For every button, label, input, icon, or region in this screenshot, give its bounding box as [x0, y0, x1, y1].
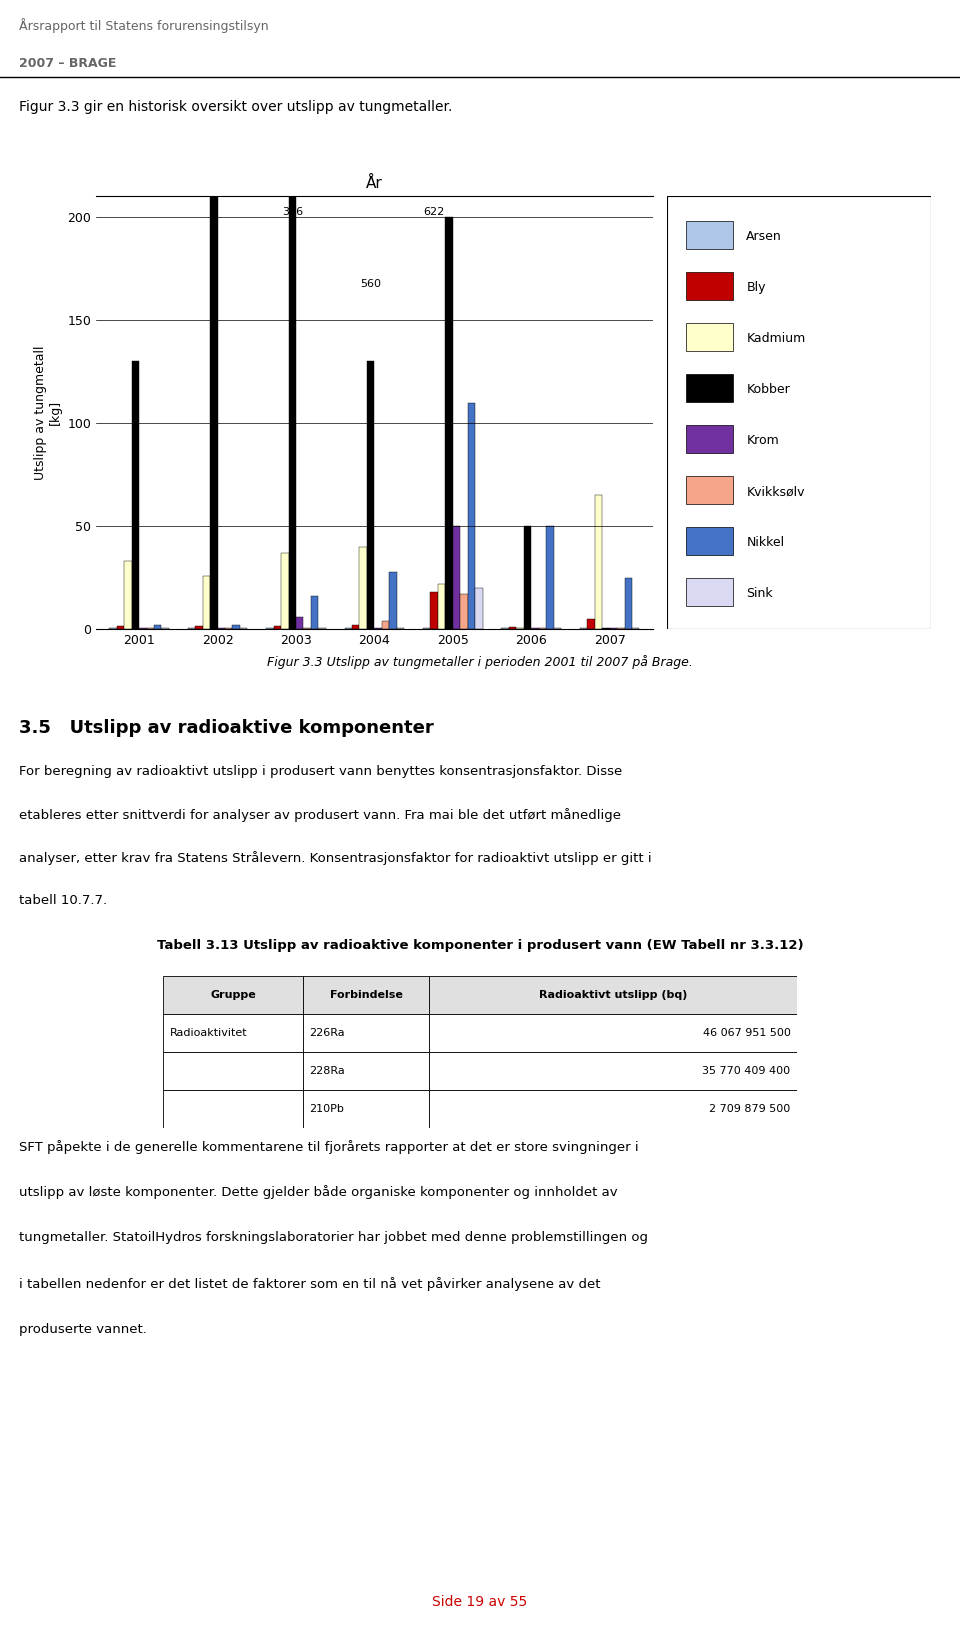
Bar — [382, 621, 390, 629]
Bar — [429, 1091, 797, 1128]
Text: Kobber: Kobber — [747, 383, 790, 396]
Bar — [460, 595, 468, 629]
Bar — [685, 374, 733, 402]
Bar — [546, 526, 554, 629]
Bar — [475, 589, 483, 629]
Bar — [154, 625, 161, 629]
Text: Årsrapport til Statens forurensingstilsyn: Årsrapport til Statens forurensingstilsy… — [19, 18, 269, 33]
Bar — [124, 561, 132, 629]
Bar — [468, 402, 475, 629]
Bar — [509, 628, 516, 629]
Text: Arsen: Arsen — [747, 231, 782, 244]
Text: Kvikksølv: Kvikksølv — [747, 486, 804, 499]
Text: 2007 – BRAGE: 2007 – BRAGE — [19, 57, 116, 70]
Text: Krom: Krom — [747, 435, 780, 448]
Bar — [588, 620, 595, 629]
Bar — [524, 526, 531, 629]
Text: 622: 622 — [423, 208, 444, 217]
Text: Radioaktivitet: Radioaktivitet — [170, 1028, 247, 1038]
Text: tabell 10.7.7.: tabell 10.7.7. — [19, 894, 108, 907]
Bar — [311, 597, 319, 629]
Bar — [685, 221, 733, 249]
Text: 46 067 951 500: 46 067 951 500 — [703, 1028, 790, 1038]
Text: Nikkel: Nikkel — [747, 536, 784, 549]
Text: 376: 376 — [281, 208, 302, 217]
Text: 35 770 409 400: 35 770 409 400 — [703, 1066, 790, 1076]
Bar — [625, 577, 632, 629]
Bar — [445, 217, 453, 629]
Bar — [302, 976, 429, 1014]
Bar — [367, 361, 374, 629]
Text: tungmetaller. StatoilHydros forskningslaboratorier har jobbet med denne problems: tungmetaller. StatoilHydros forskningsla… — [19, 1231, 648, 1244]
Text: Radioaktivt utslipp (bq): Radioaktivt utslipp (bq) — [539, 991, 687, 1001]
Text: utslipp av løste komponenter. Dette gjelder både organiske komponenter og innhol: utslipp av løste komponenter. Dette gjel… — [19, 1185, 618, 1200]
Bar — [163, 1014, 302, 1053]
Text: 228Ra: 228Ra — [309, 1066, 345, 1076]
Bar — [195, 626, 203, 629]
Text: Kadmium: Kadmium — [747, 332, 805, 345]
Bar — [210, 0, 218, 629]
Bar — [163, 1091, 302, 1128]
Bar — [352, 625, 359, 629]
Bar — [302, 1053, 429, 1091]
Bar — [203, 576, 210, 629]
Bar — [296, 616, 303, 629]
Text: produserte vannet.: produserte vannet. — [19, 1323, 147, 1336]
Text: Sink: Sink — [747, 587, 773, 600]
Text: Gruppe: Gruppe — [210, 991, 255, 1001]
Bar — [430, 592, 438, 629]
Text: analyser, etter krav fra Statens Strålevern. Konsentrasjonsfaktor for radioaktiv: analyser, etter krav fra Statens Strålev… — [19, 852, 652, 865]
Text: Bly: Bly — [747, 281, 766, 294]
Text: Side 19 av 55: Side 19 av 55 — [432, 1596, 528, 1609]
Bar — [302, 1014, 429, 1053]
Bar — [302, 1091, 429, 1128]
Bar — [429, 1014, 797, 1053]
Text: i tabellen nedenfor er det listet de faktorer som en til nå vet påvirker analyse: i tabellen nedenfor er det listet de fak… — [19, 1277, 601, 1292]
Bar — [163, 1053, 302, 1091]
Text: 3.5   Utslipp av radioaktive komponenter: 3.5 Utslipp av radioaktive komponenter — [19, 718, 434, 737]
Bar — [453, 526, 460, 629]
Title: År: År — [366, 177, 383, 191]
Text: etableres etter snittverdi for analyser av produsert vann. Fra mai ble det utfør: etableres etter snittverdi for analyser … — [19, 808, 621, 822]
Bar — [163, 976, 302, 1014]
Text: Figur 3.3 gir en historisk oversikt over utslipp av tungmetaller.: Figur 3.3 gir en historisk oversikt over… — [19, 100, 452, 114]
Bar — [685, 577, 733, 607]
Text: 210Pb: 210Pb — [309, 1104, 344, 1113]
Y-axis label: Utslipp av tungmetall
[kg]: Utslipp av tungmetall [kg] — [34, 345, 61, 481]
Bar — [429, 1053, 797, 1091]
Bar — [390, 572, 396, 629]
Text: Tabell 3.13 Utslipp av radioaktive komponenter i produsert vann (EW Tabell nr 3.: Tabell 3.13 Utslipp av radioaktive kompo… — [156, 940, 804, 952]
Bar — [685, 322, 733, 352]
Bar — [132, 361, 139, 629]
Bar — [595, 495, 602, 629]
Text: 226Ra: 226Ra — [309, 1028, 345, 1038]
Bar — [429, 976, 797, 1014]
Bar — [232, 625, 240, 629]
Bar — [685, 526, 733, 554]
Bar — [117, 626, 124, 629]
Text: SFT påpekte i de generelle kommentarene til fjorårets rapporter at det er store : SFT påpekte i de generelle kommentarene … — [19, 1140, 638, 1154]
Bar — [274, 626, 281, 629]
Bar — [438, 584, 445, 629]
Bar — [685, 271, 733, 301]
Text: 560: 560 — [360, 280, 381, 289]
Bar — [685, 476, 733, 504]
Bar — [359, 548, 367, 629]
Bar — [685, 425, 733, 453]
Text: 2 709 879 500: 2 709 879 500 — [709, 1104, 790, 1113]
Bar — [281, 553, 289, 629]
Text: For beregning av radioaktivt utslipp i produsert vann benyttes konsentrasjonsfak: For beregning av radioaktivt utslipp i p… — [19, 765, 622, 778]
Text: Forbindelse: Forbindelse — [329, 991, 402, 1001]
Text: Figur 3.3 Utslipp av tungmetaller i perioden 2001 til 2007 på Brage.: Figur 3.3 Utslipp av tungmetaller i peri… — [267, 656, 693, 669]
Bar — [289, 0, 296, 629]
